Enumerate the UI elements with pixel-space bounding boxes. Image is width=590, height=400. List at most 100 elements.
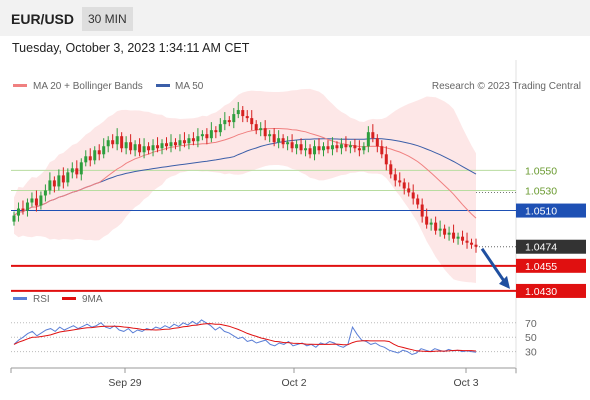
candle-body xyxy=(182,140,186,144)
support-resistance-levels: 1.0550 1.0530 1.0510 1.0474 1.0455 1.0430 xyxy=(11,165,586,298)
time-axis: Sep 29 Oct 2 Oct 3 xyxy=(10,368,517,389)
candle-body xyxy=(362,146,366,151)
candle-body xyxy=(241,110,245,117)
level-tag-1.0474 xyxy=(516,239,586,254)
candle-body xyxy=(443,228,447,235)
candle-body xyxy=(218,124,222,133)
candle-body xyxy=(299,144,303,151)
candle-body xyxy=(304,148,308,151)
candle-body xyxy=(30,198,34,203)
candle-body xyxy=(452,232,456,239)
candle-body xyxy=(236,110,240,115)
candle-body xyxy=(142,146,146,153)
candle-body xyxy=(290,142,294,149)
candle-body xyxy=(169,142,173,147)
level-label-1.0530: 1.0530 xyxy=(525,185,557,197)
ma20-legend-swatch xyxy=(13,84,27,87)
candle-body xyxy=(102,146,106,155)
candle-body xyxy=(84,156,88,163)
candle-body xyxy=(317,146,321,151)
symbol-title: EUR/USD xyxy=(11,11,75,27)
candle-body xyxy=(12,215,16,222)
level-label-1.0430: 1.0430 xyxy=(525,286,557,298)
candle-body xyxy=(120,136,124,149)
candle-body xyxy=(321,146,325,151)
candle-body xyxy=(156,145,160,149)
x-tick-label-0: Sep 29 xyxy=(108,377,141,389)
bollinger-band-area xyxy=(14,88,476,284)
candle-body xyxy=(348,145,352,148)
candle-body xyxy=(79,162,83,175)
candle-body xyxy=(187,138,191,144)
candle-body xyxy=(371,132,375,139)
candle-body xyxy=(115,136,119,145)
candle-body xyxy=(416,198,420,205)
candle-body xyxy=(151,145,155,151)
candle-body xyxy=(209,130,213,139)
candle-body xyxy=(366,132,370,147)
candle-body xyxy=(344,144,348,148)
candle-body xyxy=(335,145,339,149)
candle-body xyxy=(191,138,195,142)
candle-body xyxy=(178,140,182,146)
rsi-legend-label: RSI xyxy=(33,294,50,305)
rsi-legend-swatch xyxy=(13,297,27,300)
candle-body xyxy=(147,146,151,151)
candle-body xyxy=(434,222,438,231)
candle-body xyxy=(474,244,478,247)
candle-body xyxy=(205,134,209,139)
level-label-1.0510: 1.0510 xyxy=(525,206,557,218)
rsi-tick-70: 70 xyxy=(525,318,537,330)
candle-body xyxy=(196,136,200,142)
candle-body xyxy=(138,144,142,153)
candle-body xyxy=(259,128,263,131)
rsi-tick-30: 30 xyxy=(525,347,537,359)
candle-body xyxy=(438,228,442,231)
candle-body xyxy=(339,144,343,149)
rsi-panel: 70 50 30 xyxy=(11,318,537,359)
candle-body xyxy=(389,164,393,175)
candle-body xyxy=(407,188,411,193)
candle-body xyxy=(200,134,204,137)
candle-body xyxy=(75,168,79,175)
candle-body xyxy=(429,222,433,225)
candle-body xyxy=(456,236,460,239)
ma20-legend-label: MA 20 + Bollinger Bands xyxy=(33,81,143,92)
level-tag-1.0455 xyxy=(516,258,586,273)
candle-body xyxy=(48,180,52,191)
candle-body xyxy=(70,168,74,173)
level-label-1.0455: 1.0455 xyxy=(525,261,557,273)
candle-body xyxy=(393,174,397,181)
candle-body xyxy=(465,240,469,243)
ma50-legend-swatch xyxy=(156,84,170,87)
candle-body xyxy=(263,128,267,137)
candle-body xyxy=(375,138,379,147)
candle-body xyxy=(277,138,281,143)
bollinger-bands xyxy=(14,88,476,284)
candle-body xyxy=(272,134,276,143)
candle-body xyxy=(308,148,312,155)
candle-body xyxy=(470,242,474,245)
level-tag-1.0510 xyxy=(516,203,586,218)
ma50-legend-label: MA 50 xyxy=(175,81,204,92)
ma20-line xyxy=(13,128,477,219)
candle-body xyxy=(447,232,451,235)
candle-body xyxy=(93,150,97,161)
candle-body xyxy=(402,182,406,189)
credit-text: Research © 2023 Trading Central xyxy=(432,81,581,92)
timeframe-badge[interactable]: 30 MIN xyxy=(82,7,133,31)
chart-header: EUR/USD 30 MIN xyxy=(0,0,590,36)
rsi-ma-line xyxy=(13,323,477,353)
candle-body xyxy=(88,156,92,161)
candle-body xyxy=(160,143,164,149)
candle-body xyxy=(165,143,169,147)
candle-body xyxy=(380,146,384,155)
candle-body xyxy=(357,148,361,151)
candle-body xyxy=(326,146,330,150)
level-label-1.0474: 1.0474 xyxy=(525,242,557,254)
candle-body xyxy=(245,116,249,119)
candle-body xyxy=(268,134,272,137)
timestamp: Tuesday, October 3, 2023 1:34:11 AM CET xyxy=(12,41,250,55)
candle-body xyxy=(330,145,334,150)
